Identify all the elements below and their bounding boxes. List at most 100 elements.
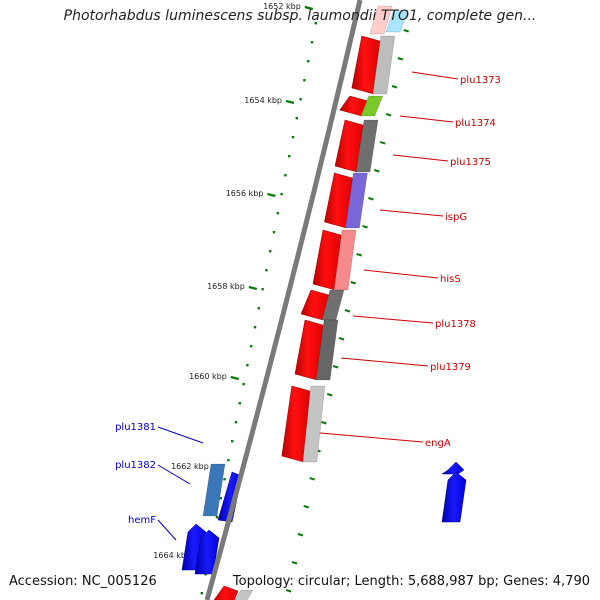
gene-bar [302, 385, 326, 463]
ruler-outer-tick [309, 477, 315, 481]
gene-label-right: plu1375 [450, 157, 491, 168]
ruler-dot [200, 592, 203, 595]
ruler-outer-tick [297, 533, 304, 537]
gene-bar [234, 589, 254, 600]
ruler-dot [227, 459, 230, 462]
ruler-dot [215, 516, 219, 519]
ruler-dot [288, 155, 291, 158]
gene-leader-line [392, 154, 449, 162]
gene-bar [360, 95, 384, 117]
gene-label-right: plu1378 [435, 319, 476, 330]
ruler-dot [219, 497, 222, 500]
gene-leader-line [340, 357, 429, 367]
gene-label-right: plu1374 [455, 118, 496, 129]
ruler-dot [231, 440, 234, 443]
ruler-outer-tick [379, 141, 386, 145]
cds-arrow [213, 585, 239, 600]
ruler-dot [295, 117, 298, 120]
gene-leader-line [399, 115, 454, 123]
ruler-labels: 1652 kbp 1654 kbp 1656 kbp 1658 kbp 1660 kbp… [153, 2, 301, 560]
gene-label-left: plu1382 [115, 460, 156, 471]
ruler-outer-tick [321, 421, 327, 425]
ruler-label: 1662 kbp [171, 462, 209, 471]
gene-label-right: plu1379 [430, 362, 471, 373]
gene-label-left: hemF [128, 515, 156, 526]
ruler-outer-tick [303, 505, 310, 509]
gene-leader-line [411, 71, 459, 80]
ruler-outer-tick [338, 337, 345, 341]
ruler-minor-ticks [194, 5, 409, 595]
ruler-major-tick [248, 285, 258, 291]
ruler-dot [291, 136, 295, 139]
gene-leader-line [379, 209, 444, 217]
genome-backbone [204, 0, 363, 600]
gene-bar [355, 119, 379, 173]
ruler-dot [261, 288, 264, 291]
gene-leader-line [352, 315, 434, 324]
ruler-outer-tick [362, 225, 368, 229]
gene-bar [333, 229, 357, 291]
ruler-dot [284, 174, 287, 177]
ruler-dot [276, 212, 279, 215]
cds-arrow-reverse [441, 461, 465, 475]
ruler-outer-tick [291, 561, 298, 565]
ruler-dot [265, 269, 268, 272]
gene-bar [315, 319, 339, 381]
cds-arrow-reverse [194, 529, 220, 575]
ruler-dot [269, 250, 272, 253]
gene-label-right: engA [425, 438, 451, 449]
ruler-dot [246, 364, 249, 367]
genome-summary-label: Topology: circular; Length: 5,688,987 bp… [232, 574, 590, 589]
ruler-dot [303, 79, 306, 82]
ruler-label: 1654 kbp [244, 96, 282, 105]
gene-leader-line [363, 269, 439, 279]
gene-labels: plu1373 plu1374 plu1375 ispG hisS plu1378 plu1… [115, 75, 501, 526]
gene-bar [369, 5, 393, 35]
ruler-outer-tick [368, 197, 374, 201]
ruler-outer-tick [374, 169, 380, 173]
gene-label-right: ispG [445, 212, 467, 223]
ruler-label: 1658 kbp [207, 282, 245, 291]
ruler-outer-tick [332, 365, 339, 369]
gene-leader-line [157, 519, 177, 541]
cds-arrow-reverse [441, 471, 467, 523]
gene-bar [385, 9, 409, 33]
ruler-dot [310, 41, 314, 44]
gene-leader-line [157, 464, 191, 485]
ruler-outer-tick [326, 393, 333, 397]
ruler-major-tick [304, 5, 314, 11]
map-title: Photorhabdus luminescens subsp. laumondi… [63, 8, 537, 24]
ruler-dot [272, 231, 276, 234]
gene-label-leaders [157, 71, 459, 541]
ruler-major-tick [267, 192, 276, 198]
ruler-outer-tick [397, 57, 404, 61]
gene-label-right: hisS [440, 274, 461, 285]
ruler-dot [257, 307, 260, 310]
gene-leader-line [319, 432, 424, 443]
gene-label-left: plu1381 [115, 422, 156, 433]
accession-label: Accession: NC_005126 [9, 574, 157, 589]
ruler-outer-tick [385, 113, 392, 117]
ruler-outer-tick [285, 589, 292, 593]
ruler-dot [280, 193, 283, 196]
ruler-dot [242, 383, 245, 386]
ruler-dot [234, 421, 238, 424]
gene-bar [372, 35, 396, 95]
ruler-outer-tick [356, 253, 362, 257]
ruler-dot [223, 478, 226, 481]
ruler-dot [250, 345, 253, 348]
ruler-outer-tick [391, 85, 398, 89]
feature-track [181, 5, 467, 600]
gene-bar [202, 463, 226, 517]
gene-label-right: plu1373 [460, 75, 501, 86]
ruler-dot [253, 326, 257, 329]
ruler-dot [238, 402, 241, 405]
ruler-outer-tick [344, 309, 351, 313]
ruler-label: 1664 kbp [153, 551, 191, 560]
ruler-label: 1660 kbp [189, 372, 227, 381]
ruler-label: 1656 kbp [226, 189, 264, 198]
ruler-outer-tick [350, 281, 357, 285]
ruler-outer-tick [403, 29, 409, 33]
